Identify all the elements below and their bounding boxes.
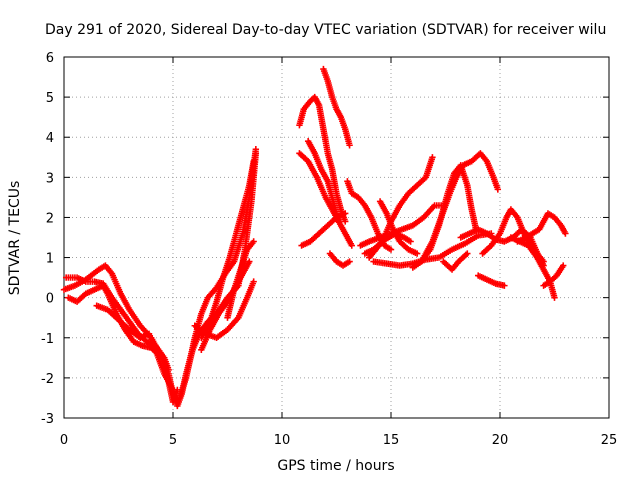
- series-track-10: [296, 93, 349, 225]
- data-point: [250, 158, 257, 165]
- data-point: [429, 154, 436, 161]
- y-tick-label: 4: [46, 131, 54, 146]
- data-point: [464, 250, 471, 257]
- series-track-30: [540, 262, 567, 289]
- series-track-09: [224, 238, 257, 321]
- series-track-20: [376, 198, 421, 257]
- series-track-27: [479, 206, 547, 265]
- y-tick-label: 2: [46, 211, 54, 226]
- data-point: [250, 238, 257, 245]
- x-tick-label: 20: [492, 433, 509, 448]
- series-track-21: [370, 230, 495, 269]
- series-track-26: [475, 272, 508, 289]
- data-point: [387, 246, 395, 253]
- series-track-15: [326, 250, 353, 269]
- x-tick-label: 5: [169, 433, 177, 448]
- x-axis-label: GPS time / hours: [277, 458, 394, 474]
- axis-tick-labels: 0 5 10 15 20 25 -3 -2 -1 0 1 2 3 4 5 6: [41, 51, 617, 448]
- data-point: [346, 142, 353, 149]
- y-tick-label: 6: [46, 51, 54, 66]
- series-track-14: [298, 210, 349, 249]
- series-track-13: [320, 65, 353, 149]
- y-tick-label: 5: [46, 91, 54, 106]
- chart-title: Day 291 of 2020, Sidereal Day-to-day VTE…: [45, 22, 606, 38]
- series-track-06: [198, 158, 257, 341]
- y-tick-label: 3: [46, 171, 54, 186]
- data-point: [413, 250, 421, 257]
- data-point: [342, 210, 349, 217]
- data-marks: [60, 65, 569, 410]
- x-tick-label: 0: [60, 433, 68, 448]
- y-tick-label: -3: [41, 412, 54, 427]
- y-axis-label: SDTVAR / TECUs: [7, 181, 23, 296]
- series-track-01: [60, 262, 181, 406]
- data-point: [562, 230, 569, 237]
- data-point: [551, 294, 558, 301]
- series-track-12: [304, 138, 342, 225]
- data-point: [501, 282, 508, 289]
- series-track-05: [176, 146, 260, 402]
- data-point: [246, 258, 253, 265]
- y-tick-label: 1: [46, 252, 54, 267]
- series-track-11: [296, 150, 355, 249]
- plot-frame: [63, 56, 610, 419]
- x-tick-label: 10: [274, 433, 291, 448]
- data-point: [250, 278, 257, 285]
- series-track-23: [420, 150, 502, 261]
- data-point: [407, 238, 414, 245]
- data-point: [342, 218, 349, 225]
- series-track-16: [344, 178, 395, 253]
- data-point: [252, 146, 260, 153]
- data-point: [494, 186, 502, 193]
- data-point: [346, 258, 353, 265]
- x-tick-label: 15: [383, 433, 400, 448]
- y-tick-label: -1: [41, 332, 54, 347]
- axis-ticks: [63, 56, 610, 419]
- series-track-24: [440, 250, 471, 273]
- data-point: [560, 262, 567, 269]
- data-point: [348, 242, 355, 249]
- series-track-07: [191, 278, 257, 341]
- y-tick-label: -2: [41, 372, 54, 387]
- series-track-29: [514, 210, 569, 245]
- y-tick-label: 0: [46, 292, 54, 307]
- x-tick-label: 25: [601, 433, 618, 448]
